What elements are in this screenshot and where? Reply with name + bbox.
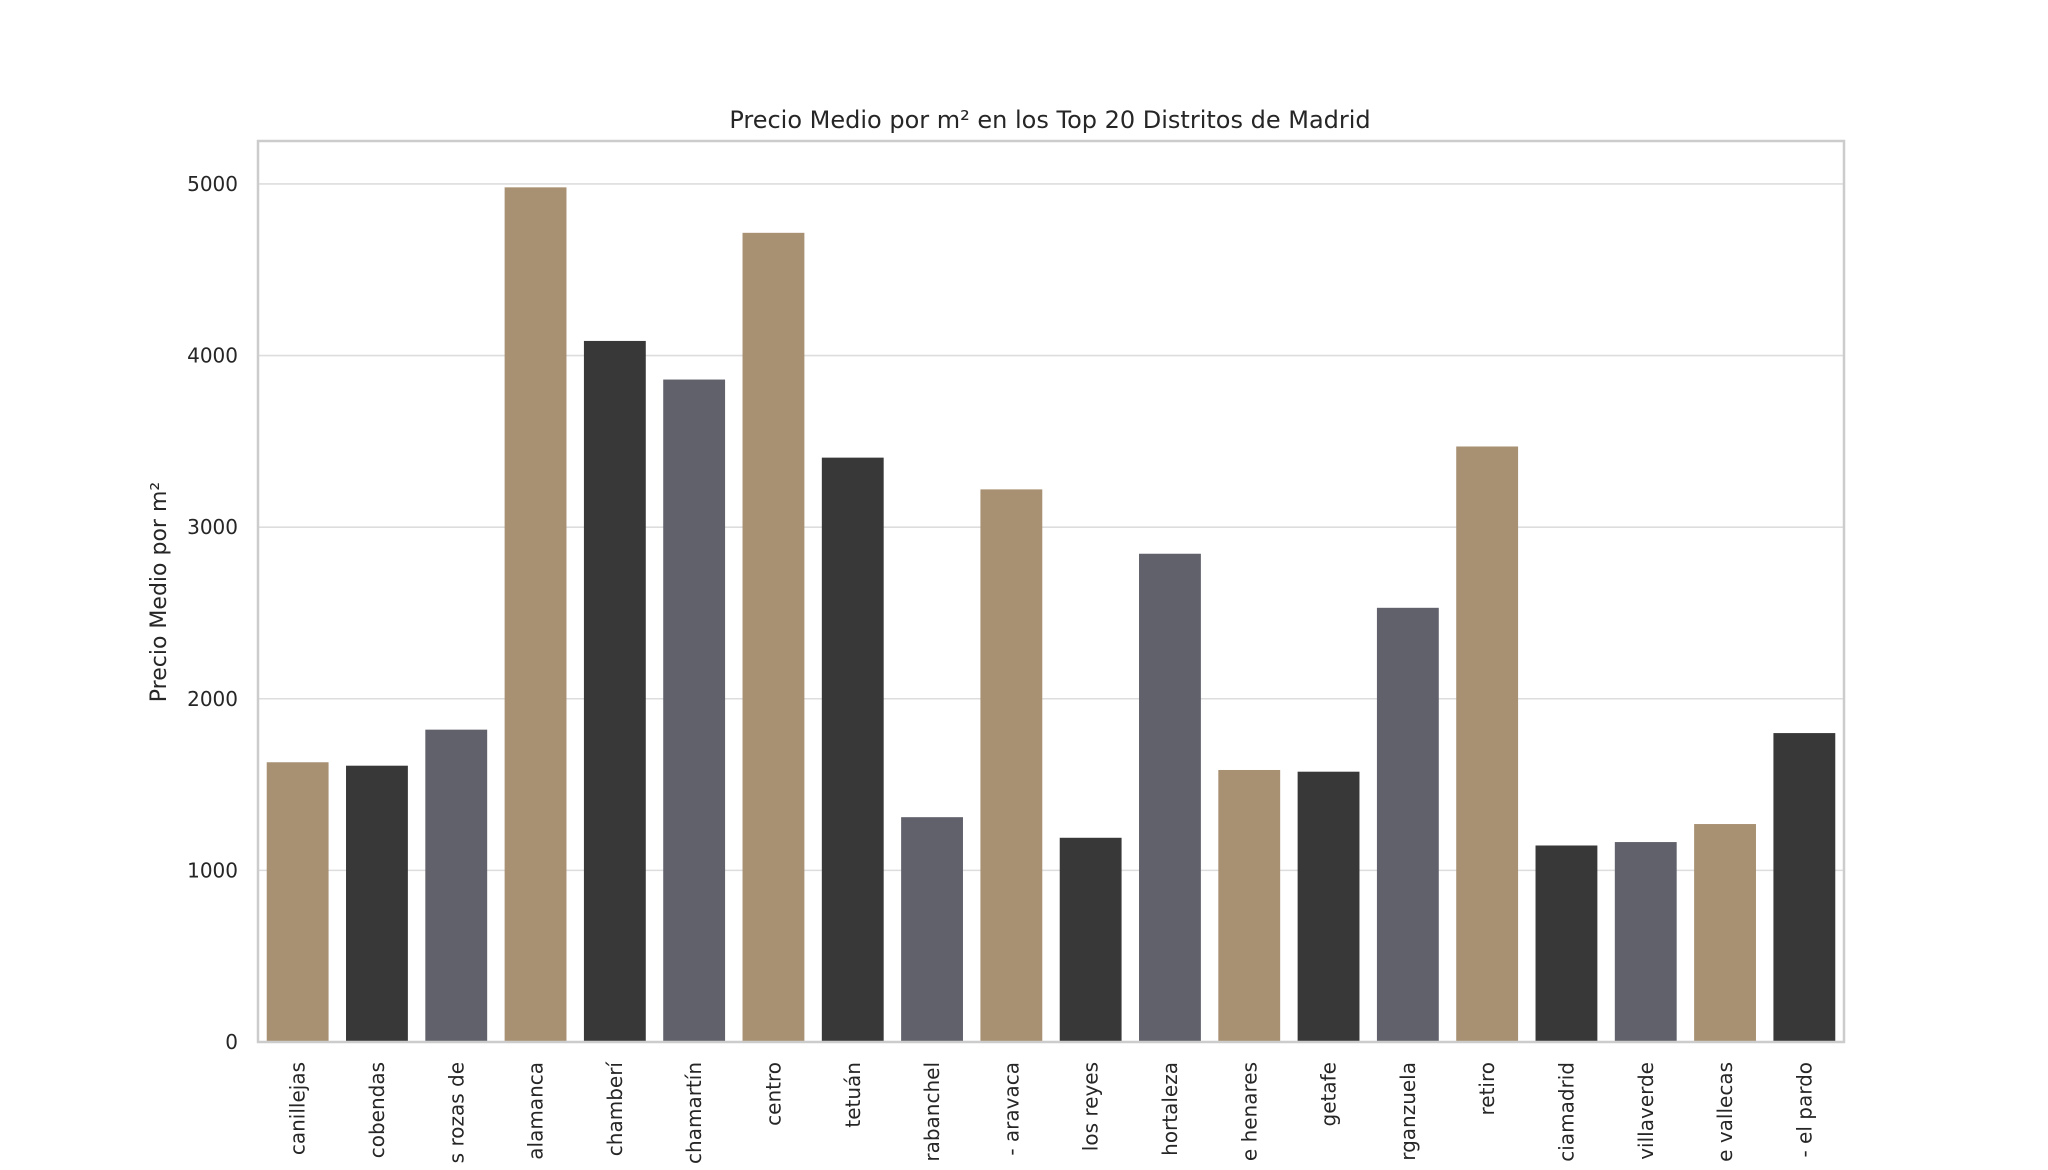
x-tick-label: chamartín (682, 1062, 706, 1164)
y-tick-label: 5000 (187, 172, 238, 196)
x-tick-label: los reyes (1079, 1062, 1103, 1151)
x-tick-label: canillejas (286, 1062, 310, 1155)
bar-13 (1297, 771, 1360, 1042)
x-tick-label: rganzuela (1396, 1062, 1420, 1161)
bar-11 (1139, 553, 1201, 1042)
bar-1 (346, 765, 408, 1042)
x-tick-label: rabanchel (920, 1062, 944, 1162)
x-tick-label: villaverde (1634, 1062, 1658, 1160)
x-tick-label: e vallecas (1713, 1062, 1737, 1162)
x-tick-label: - aravaca (999, 1062, 1023, 1156)
x-tick-label: retiro (1475, 1062, 1499, 1116)
x-tick-label: ciamadrid (1554, 1062, 1578, 1162)
bar-4 (583, 340, 646, 1043)
plot-frame (256, 139, 1846, 1044)
gridlines (258, 183, 1844, 1043)
bar-6 (742, 232, 805, 1043)
bar-10 (1059, 837, 1122, 1042)
x-tick-label: e henares (1237, 1062, 1261, 1161)
x-tick-label: hortaleza (1158, 1062, 1182, 1156)
bars (266, 187, 1836, 1043)
x-axis-ticks: canillejas cobendas s rozas de alamanca cham… (286, 1061, 1817, 1164)
x-tick-label: centro (761, 1062, 785, 1126)
bar-15 (1456, 446, 1519, 1042)
x-tick-label: - el pardo (1792, 1062, 1816, 1158)
bar-17 (1614, 842, 1677, 1042)
x-tick-label: cobendas (365, 1062, 389, 1158)
y-axis-ticks: 0 1000 2000 3000 4000 5000 (187, 172, 238, 1054)
y-tick-label: 3000 (187, 515, 238, 539)
bar-18 (1694, 824, 1756, 1042)
x-tick-label: alamanca (524, 1062, 548, 1160)
bar-8 (901, 817, 963, 1042)
chart-title: Precio Medio por m² en los Top 20 Distri… (729, 106, 1370, 134)
y-tick-label: 1000 (187, 858, 238, 882)
bar-9 (980, 489, 1043, 1042)
bar-3 (504, 187, 567, 1042)
bar-19 (1773, 733, 1836, 1042)
y-tick-label: 2000 (187, 687, 238, 711)
bar-16 (1535, 845, 1598, 1042)
bar-14 (1376, 607, 1439, 1042)
bar-2 (425, 729, 488, 1042)
x-tick-label: chamberí (603, 1061, 627, 1157)
y-axis-label: Precio Medio por m² (147, 482, 172, 702)
bar-0 (266, 762, 329, 1042)
bar-7 (821, 457, 884, 1042)
y-tick-label: 4000 (187, 344, 238, 368)
bar-5 (663, 379, 726, 1042)
bar-12 (1218, 769, 1281, 1042)
x-tick-label: getafe (1317, 1062, 1341, 1126)
y-tick-label: 0 (225, 1030, 238, 1054)
x-tick-label: tetuán (841, 1062, 865, 1128)
x-tick-label: s rozas de (444, 1062, 468, 1163)
